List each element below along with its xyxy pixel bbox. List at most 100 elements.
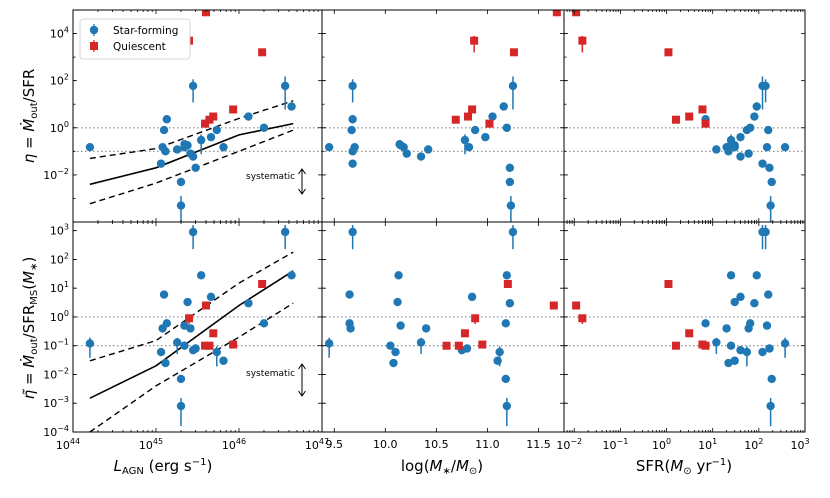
sf-point-0 <box>85 339 95 348</box>
sf-point-11 <box>188 152 198 161</box>
sf-point-9 <box>395 140 404 149</box>
sf-point-5 <box>758 347 767 357</box>
q-point-4 <box>685 329 694 338</box>
sf-point-23 <box>726 271 736 280</box>
x-tick-label-lagn-0: 1044 <box>56 437 80 452</box>
x-tick-label-lagn-2: 1046 <box>222 437 246 452</box>
q-point-6 <box>701 119 710 128</box>
axes-frames <box>72 9 806 433</box>
x-tick-label-mstar-3: 11.0 <box>475 438 500 451</box>
fit-line-upper-row1 <box>89 251 294 362</box>
sf-point-6 <box>712 338 721 347</box>
sf-point-13 <box>191 163 200 172</box>
panel-points-r1-c1 <box>324 225 558 427</box>
sf-point-7 <box>396 321 405 330</box>
sf-point-16 <box>219 356 228 365</box>
sf-point-13 <box>505 163 515 172</box>
sf-point-4 <box>161 358 170 368</box>
sf-point-18 <box>746 123 755 132</box>
x-axis-label-mstar: log(M∗/M⊙) <box>401 457 483 477</box>
panel-points-r0-c2 <box>572 10 790 222</box>
legend-sf-label: Star-forming <box>113 25 178 37</box>
sf-point-23 <box>196 271 206 280</box>
sf-point-0 <box>324 142 334 152</box>
y-tick-label-eta_tilde-6: 102 <box>50 251 69 266</box>
sf-point-2 <box>159 290 169 299</box>
sf-point-4 <box>389 358 398 368</box>
sf-point-15 <box>212 125 221 135</box>
y-tick-label-eta-2: 102 <box>50 73 69 88</box>
q-point-3 <box>205 341 214 350</box>
q-point-2 <box>258 48 267 57</box>
q-point-4 <box>209 112 218 121</box>
sf-point-15 <box>470 125 480 135</box>
sf-point-23 <box>394 271 403 280</box>
systematic-annotation-bottom: systematic <box>246 363 306 397</box>
q-point-2 <box>258 279 267 288</box>
q-point-5 <box>698 105 707 114</box>
y-tick-label-eta_tilde-0: 10−4 <box>43 424 69 439</box>
sf-point-21 <box>766 401 775 411</box>
q-point-5 <box>468 105 477 114</box>
sf-point-20 <box>287 102 296 111</box>
sf-point-5 <box>758 159 767 168</box>
x-tick-label-lagn-last: 1047 <box>305 437 329 452</box>
sf-point-0 <box>324 339 334 348</box>
x-tick-label-sfr-2: 100 <box>652 437 671 452</box>
axes-frame-r0-c2 <box>563 9 806 223</box>
sf-point-13 <box>765 163 774 172</box>
sf-point-6 <box>416 338 426 347</box>
sf-point-19 <box>280 81 290 91</box>
sf-point-13 <box>191 344 200 353</box>
y-axis-label-eta-tilde: η̃ = Ṁout/SFRMS(M∗) <box>19 257 40 400</box>
sf-point-17 <box>244 299 253 308</box>
sf-point-9 <box>180 341 189 350</box>
sf-point-13 <box>765 344 774 353</box>
q-point-2 <box>664 279 673 288</box>
sf-point-17 <box>750 299 759 308</box>
q-point-5 <box>229 105 238 114</box>
sf-point-7 <box>762 142 772 152</box>
panel-points-r1-c0 <box>85 225 296 427</box>
sf-point-17 <box>750 112 759 121</box>
q-point-4 <box>464 112 473 121</box>
sf-point-6 <box>712 145 721 154</box>
sf-point-4 <box>348 147 357 156</box>
fit-line-lower-row1 <box>89 302 294 432</box>
q-point-1 <box>201 301 210 310</box>
sf-point-14 <box>736 292 745 302</box>
q-point-0 <box>185 314 194 323</box>
sf-point-1 <box>701 319 710 328</box>
systematic-arrow-bottom-up-head <box>298 363 306 370</box>
legend-frame <box>79 18 191 60</box>
q-point-4 <box>685 112 694 121</box>
sf-point-21 <box>176 401 186 411</box>
sf-point-3 <box>346 324 355 333</box>
x-tick-label-mstar-1: 10.0 <box>373 438 398 451</box>
legend-sf-marker <box>89 25 99 35</box>
q-point-6 <box>485 119 494 128</box>
systematic-arrow-top-down-head <box>298 188 306 195</box>
sf-point-22 <box>188 81 198 91</box>
sf-point-17 <box>488 112 497 121</box>
sf-point-6 <box>172 338 182 347</box>
sf-point-18 <box>259 319 269 328</box>
q-point-6 <box>454 341 463 350</box>
sf-point-2 <box>764 290 773 299</box>
y-tick-label-eta_tilde-5: 101 <box>50 280 69 295</box>
y-tick-label-eta_tilde-2: 10−2 <box>43 366 69 381</box>
sf-point-22 <box>348 81 357 91</box>
sf-point-12 <box>501 374 510 384</box>
sf-point-10 <box>402 149 411 158</box>
q-point-3 <box>442 341 451 350</box>
y-tick-label-eta_tilde-3: 10−1 <box>43 338 69 353</box>
sf-point-11 <box>736 152 745 161</box>
q-point-5 <box>229 340 238 349</box>
x-axis-label-sfr: SFR(M⊙ yr−1) <box>636 457 732 477</box>
sf-point-5 <box>391 347 400 357</box>
x-tick-label-mstar-4: 11.5 <box>526 438 551 451</box>
sf-point-17 <box>505 299 515 308</box>
sf-point-21 <box>502 401 512 411</box>
